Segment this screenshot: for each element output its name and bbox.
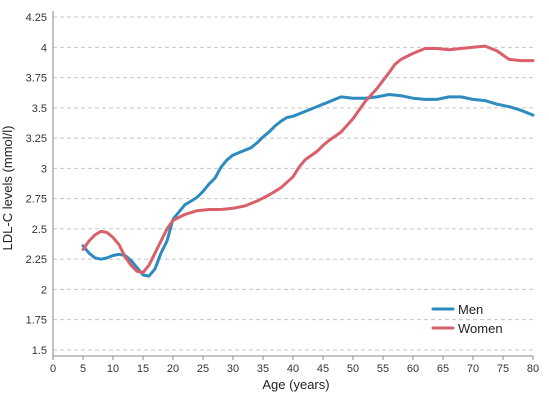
x-axis-title: Age (years) [262, 377, 329, 392]
x-tick-label: 40 [287, 363, 299, 375]
x-tick-label: 5 [80, 363, 86, 375]
x-tick-label: 55 [377, 363, 389, 375]
y-tick-label: 1.5 [32, 345, 47, 357]
y-tick-label: 3 [41, 163, 47, 175]
y-tick-label: 4 [41, 42, 47, 54]
x-tick-label: 75 [497, 363, 509, 375]
x-tick-label: 0 [50, 363, 56, 375]
y-tick-label: 2 [41, 284, 47, 296]
y-tick-label: 4.25 [26, 12, 47, 24]
y-tick-label: 3.25 [26, 133, 47, 145]
x-tick-label: 20 [167, 363, 179, 375]
y-tick-label: 2.5 [32, 224, 47, 236]
x-tick-label: 30 [227, 363, 239, 375]
y-tick-label: 1.75 [26, 315, 47, 327]
x-tick-label: 35 [257, 363, 269, 375]
x-tick-label: 65 [437, 363, 449, 375]
x-tick-label: 80 [527, 363, 539, 375]
x-tick-label: 60 [407, 363, 419, 375]
y-tick-label: 3.75 [26, 73, 47, 85]
x-tick-label: 45 [317, 363, 329, 375]
legend: Men Women [431, 302, 503, 336]
series-line-women [81, 44, 535, 274]
grid-layer [53, 16, 533, 351]
series-layer [81, 44, 535, 278]
x-tick-label: 50 [347, 363, 359, 375]
axis-layer: 1.5 1.75 2 2.25 2.5 2.75 3 3.25 3.5 3.75 4 4.25 0 5 10… [26, 11, 539, 375]
y-axis-title: LDL-C levels (mmol/l) [0, 126, 15, 251]
x-tick-label: 15 [137, 363, 149, 375]
y-tick-label: 2.25 [26, 254, 47, 266]
y-tick-label: 2.75 [26, 194, 47, 206]
x-tick-label: 70 [467, 363, 479, 375]
x-tick-label: 10 [107, 363, 119, 375]
series-line-men [81, 93, 535, 278]
x-tick-label: 25 [197, 363, 209, 375]
legend-label-women: Women [458, 321, 503, 336]
y-tick-label: 3.5 [32, 103, 47, 115]
legend-label-men: Men [458, 302, 483, 317]
